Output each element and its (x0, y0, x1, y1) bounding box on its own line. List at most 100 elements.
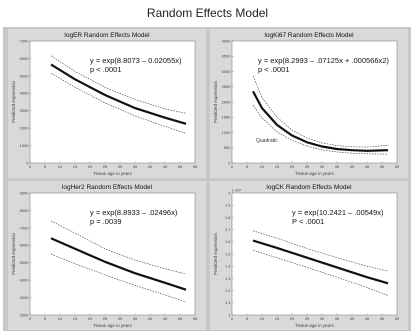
y-tick-label: 9000 (20, 190, 30, 195)
x-tick-label: 25 (305, 316, 310, 321)
x-tick-label: 45 (365, 316, 370, 321)
p-value: p = .0039 (90, 217, 122, 226)
x-tick-label: 20 (88, 316, 93, 321)
fitted-line (50, 63, 187, 125)
y-tick-label: 2000 (20, 312, 30, 317)
x-tick-label: 15 (73, 164, 78, 169)
x-tick-label: 55 (395, 164, 400, 169)
x-axis-label: Tissue age in years (93, 171, 133, 176)
p-value: P < .0001 (292, 217, 324, 226)
y-tick-label: 8000 (20, 208, 30, 213)
panel-title: logER Random Effects Model (64, 32, 150, 39)
y-tick-label: 5000 (20, 260, 30, 265)
x-tick-label: 25 (305, 164, 310, 169)
x-tick-label: 45 (365, 164, 370, 169)
panel-title: logHer2 Random Effects Model (62, 184, 153, 191)
upper-ci-line (252, 230, 389, 272)
x-axis-label: Tissue age in years (295, 171, 335, 176)
y-tick-label: 7000 (20, 225, 30, 230)
x-tick-label: 5 (246, 164, 249, 169)
x-tick-label: 15 (73, 316, 78, 321)
y-tick-label: 1000 (222, 130, 232, 135)
y-tick-label: 6000 (20, 56, 30, 61)
x-tick-label: 45 (163, 316, 168, 321)
x-tick-label: 35 (335, 316, 340, 321)
panel-logHer2: logHer2 Random Effects Model 0 5 10 15 20 25 30… (8, 181, 206, 330)
panel-logKi67: logKi67 Random Effects Model 0 5 10 15 20 25 30… (210, 29, 408, 178)
x-tick-label: 10 (260, 164, 265, 169)
y-tick-label: 500 (224, 145, 231, 150)
x-tick-label: 45 (163, 164, 168, 169)
x-tick-label: 20 (88, 164, 93, 169)
x-tick-label: 30 (320, 316, 325, 321)
x-tick-label: 55 (193, 164, 198, 169)
panel-title: logKi67 Random Effects Model (264, 32, 354, 39)
y-tick-label: 1.4 (225, 264, 231, 269)
x-tick-label: 0 (231, 164, 234, 169)
p-value: p < .0001 (90, 65, 122, 74)
panel-logCK: logCK Random Effects Model 0 5 10 15 20 25 30 35… (210, 181, 408, 330)
x-tick-label: 30 (118, 164, 123, 169)
x-tick-label: 0 (231, 316, 234, 321)
x-tick-label: 35 (133, 164, 138, 169)
y-tick-label: 1.3 (225, 276, 231, 281)
y-tick-label: 0 (26, 160, 29, 165)
y-axis-multiplier: x 10⁴ (232, 188, 242, 193)
y-tick-label: 2500 (222, 84, 232, 89)
x-tick-label: 50 (178, 316, 183, 321)
lower-ci-line (50, 253, 187, 303)
y-tick-label: 1 (228, 312, 231, 317)
x-tick-label: 40 (350, 316, 355, 321)
x-tick-label: 10 (58, 164, 63, 169)
y-tick-label: 1.2 (225, 288, 231, 293)
y-tick-label: 1.8 (225, 215, 231, 220)
upper-ci-line (50, 220, 187, 275)
y-tick-label: 3000 (222, 69, 232, 74)
x-tick-label: 30 (320, 164, 325, 169)
figure-frame: logER Random Effects Model 0 5 10 15 20 25 30 35… (3, 27, 411, 331)
x-axis-label: Tissue age in years (295, 323, 335, 328)
fitted-line (252, 239, 389, 285)
y-tick-label: 4000 (222, 38, 232, 43)
x-tick-label: 20 (290, 316, 295, 321)
chart-logHer2: logHer2 Random Effects Model 0 5 10 15 20 25 30… (11, 184, 198, 328)
curve-annotation: Quadratic (256, 138, 278, 144)
y-tick-label: 3000 (20, 295, 30, 300)
x-tick-label: 25 (103, 316, 108, 321)
p-value: p < .0001 (258, 65, 290, 74)
plot-area (231, 192, 398, 316)
y-tick-label: 1.9 (225, 203, 231, 208)
y-axis-label: Predicted expression (213, 232, 218, 275)
y-tick-label: 1.5 (225, 251, 231, 256)
y-tick-label: 1.6 (225, 239, 231, 244)
y-tick-label: 2 (228, 190, 231, 195)
x-tick-label: 55 (193, 316, 198, 321)
x-tick-label: 5 (44, 164, 47, 169)
figure-title: Random Effects Model (146, 6, 269, 20)
x-tick-label: 50 (380, 164, 385, 169)
fitted-line (252, 90, 389, 152)
x-tick-label: 50 (380, 316, 385, 321)
chart-logKi67: logKi67 Random Effects Model 0 5 10 15 20 25 30… (213, 32, 400, 176)
x-tick-label: 15 (275, 316, 280, 321)
y-tick-label: 7000 (20, 38, 30, 43)
y-tick-label: 2000 (222, 99, 232, 104)
y-axis-label: Predicted expression (11, 232, 16, 275)
y-tick-label: 1.1 (225, 300, 231, 305)
x-tick-label: 10 (260, 316, 265, 321)
x-tick-label: 55 (395, 316, 400, 321)
x-tick-label: 40 (350, 164, 355, 169)
plot-area (29, 192, 196, 316)
fitted-line (50, 237, 187, 291)
y-tick-label: 0 (228, 160, 231, 165)
lower-ci-line (252, 104, 389, 155)
x-tick-label: 35 (335, 164, 340, 169)
model-equation: y = exp(10.2421 – .00549x) (292, 208, 384, 217)
lower-ci-line (50, 72, 187, 134)
model-equation: y = exp(8.2993 – .07125x + .000566x2) (258, 56, 389, 65)
panel-logER: logER Random Effects Model 0 5 10 15 20 25 30 35… (8, 29, 206, 178)
x-tick-label: 5 (44, 316, 47, 321)
y-tick-label: 4000 (20, 91, 30, 96)
x-tick-label: 15 (275, 164, 280, 169)
x-tick-label: 25 (103, 164, 108, 169)
